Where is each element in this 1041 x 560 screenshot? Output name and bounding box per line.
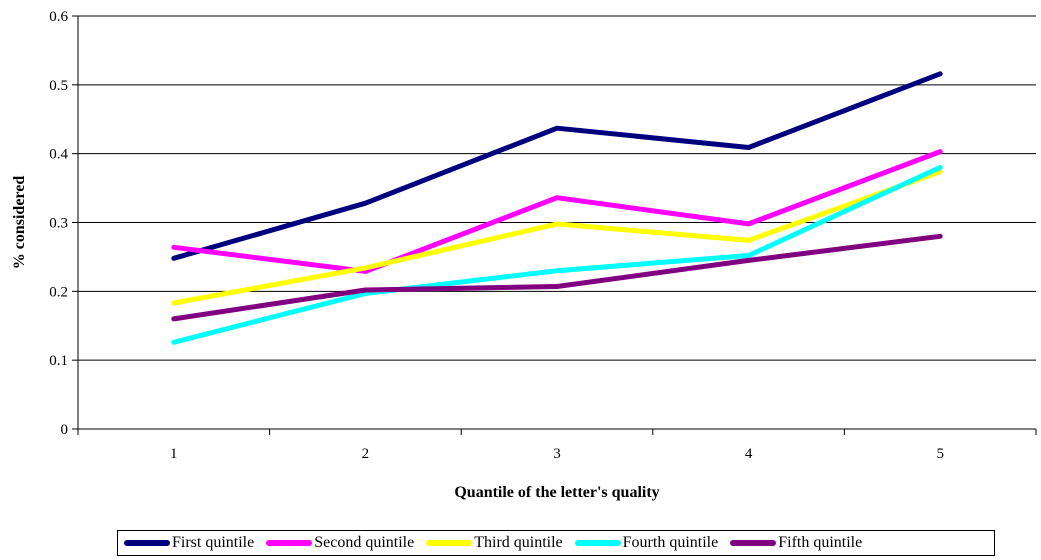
- series-line-2: [171, 149, 943, 274]
- y-tick-label: 0.1: [49, 353, 68, 369]
- y-axis-title: % considered: [11, 176, 28, 270]
- x-tick-label: 1: [170, 446, 178, 462]
- x-tick-label: 3: [553, 446, 561, 462]
- series-line-1: [171, 71, 943, 261]
- legend-swatch: [574, 540, 621, 546]
- x-tick-label: 5: [936, 446, 944, 462]
- legend-swatch: [266, 540, 313, 546]
- legend-label: Second quintile: [314, 534, 415, 551]
- legend-swatch: [730, 540, 777, 546]
- y-tick-label: 0.4: [49, 147, 68, 163]
- line-chart: 0 0.1 0.2 0.3 0.4 0.5 0.6 1 2 3 4 5 Quantile of the …: [11, 9, 1037, 501]
- series-line-3: [171, 169, 943, 306]
- series-line-5: [171, 233, 943, 322]
- legend-swatch: [124, 540, 170, 546]
- y-tick-label: 0.6: [49, 9, 68, 25]
- x-axis-title: Quantile of the letter's quality: [454, 484, 659, 501]
- legend-label: Fourth quintile: [622, 534, 719, 551]
- legend-item: First quintile: [124, 534, 254, 552]
- legend-item: Fifth quintile: [730, 534, 862, 552]
- y-tick-label: 0.2: [49, 284, 68, 300]
- legend-item: Fourth quintile: [574, 534, 719, 552]
- y-tick-label: 0.3: [49, 216, 68, 232]
- x-tick-label: 4: [745, 446, 753, 462]
- y-tick-label: 0.5: [49, 78, 68, 94]
- legend: First quintile Second quintile Third quint…: [117, 530, 995, 556]
- y-tick-label: 0: [61, 422, 69, 438]
- series-line-4: [171, 164, 943, 345]
- legend-label: Fifth quintile: [778, 534, 863, 551]
- legend-item: Second quintile: [266, 534, 414, 552]
- legend-label: Third quintile: [474, 534, 563, 551]
- legend-item: Third quintile: [426, 534, 563, 552]
- x-tick-label: 2: [362, 446, 370, 462]
- legend-swatch: [426, 540, 473, 546]
- legend-label: First quintile: [172, 534, 255, 551]
